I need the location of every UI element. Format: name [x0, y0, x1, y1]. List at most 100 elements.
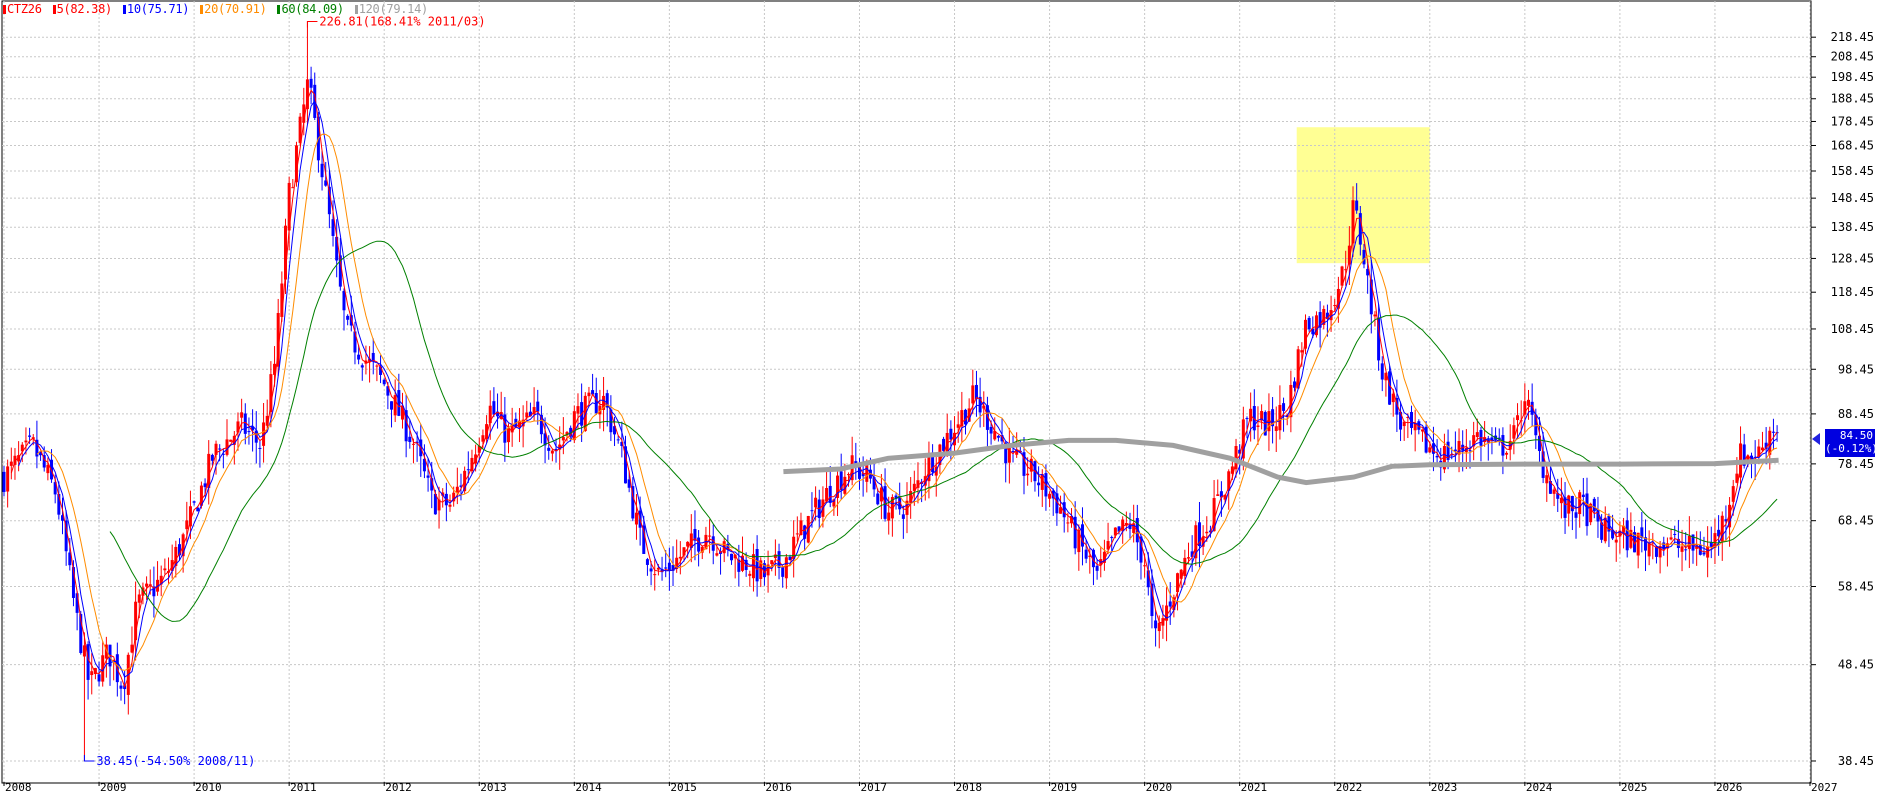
candle-body [963, 409, 967, 425]
candle-body [488, 405, 492, 424]
candle-body [57, 494, 61, 515]
candle-body [682, 547, 686, 556]
y-tick-label: 128.45 [1831, 251, 1874, 265]
candle-body [1197, 522, 1201, 547]
y-tick-label: 148.45 [1831, 191, 1874, 205]
candle-body [1347, 245, 1351, 265]
candle-body [623, 446, 627, 484]
candle-body [1651, 542, 1655, 544]
x-tick-label: 2021 [1241, 781, 1268, 793]
candle-body [594, 393, 598, 414]
candle-body [1424, 426, 1428, 453]
candle-body [64, 520, 68, 552]
candle-body [1289, 384, 1293, 418]
candle-body [1362, 249, 1366, 265]
legend-ma10[interactable]: 10(75.71) [122, 2, 191, 16]
y-tick-label: 68.45 [1838, 514, 1874, 528]
candle-body [177, 544, 181, 556]
candle-body [1139, 536, 1143, 563]
x-tick-label: 2025 [1621, 781, 1648, 793]
candle-body [243, 413, 247, 434]
candle-body [766, 564, 770, 576]
candle-body [1373, 314, 1377, 317]
candle-body [565, 432, 569, 436]
candle-body [1223, 494, 1227, 500]
candle-body [989, 426, 993, 434]
candle-body [649, 568, 653, 572]
candle-body [477, 445, 481, 453]
candle-body [1187, 557, 1191, 559]
candle-body [6, 466, 10, 492]
candle-body [1238, 449, 1242, 454]
candle-body [1658, 546, 1662, 558]
candle-body [1578, 492, 1582, 515]
candle-body [324, 180, 328, 186]
candle-body [276, 313, 280, 367]
candle-body [1271, 409, 1275, 427]
candle-body [13, 455, 17, 465]
candle-body [1329, 310, 1333, 321]
candle-body [1750, 455, 1754, 460]
candle-body [931, 452, 935, 473]
highlight-box [1296, 127, 1430, 264]
legend-ma60-marker [277, 5, 281, 14]
legend-ma20[interactable]: 20(70.91) [200, 2, 268, 16]
candle-body [1190, 551, 1194, 557]
candle-body [777, 551, 781, 568]
ma5-line [10, 89, 1778, 689]
candle-body [1040, 474, 1044, 490]
candle-body [627, 479, 631, 488]
candle-body [985, 405, 989, 430]
candle-body [1369, 279, 1373, 315]
candle-body [1431, 443, 1435, 454]
x-tick-label: 2019 [1051, 781, 1078, 793]
candle-body [1464, 447, 1468, 453]
candle-body [620, 441, 624, 446]
candle-body [1117, 526, 1121, 532]
candle-body [68, 552, 72, 566]
candle-body [847, 474, 851, 476]
candle-body [726, 543, 730, 550]
candle-body [770, 560, 774, 565]
y-tick-label: 158.45 [1831, 164, 1874, 178]
legend-ma5[interactable]: 5(82.38) [52, 2, 114, 16]
candle-body [448, 504, 452, 507]
legend-ma60[interactable]: 60(84.09) [277, 2, 345, 16]
y-tick-label: 198.45 [1831, 70, 1874, 84]
high-annotation-arrow-icon [306, 21, 318, 28]
candle-body [291, 187, 295, 189]
candle-body [1600, 522, 1604, 540]
candle-body [587, 392, 591, 397]
candle-body [1355, 200, 1359, 211]
candle-body [1314, 315, 1318, 336]
candle-body [1654, 546, 1658, 557]
legend-ma120[interactable]: 120(79.14) [354, 2, 430, 16]
candle-body [1574, 512, 1578, 518]
legend-symbol: CTZ26 [3, 2, 44, 16]
candle-body [327, 186, 331, 215]
candle-body [1121, 519, 1125, 532]
candle-body [1051, 490, 1055, 499]
candle-body [145, 583, 149, 587]
candle-body [1717, 529, 1721, 537]
candle-body [748, 573, 752, 576]
candle-body [152, 586, 156, 597]
candle-body [740, 555, 744, 571]
candle-body [1709, 542, 1713, 547]
candle-body [1611, 530, 1615, 539]
candle-body [1442, 446, 1446, 470]
legend-ma120-marker [354, 5, 358, 14]
current-price-badge: 84.50 (-0.12%) [1825, 429, 1877, 457]
x-tick-label: 2020 [1146, 781, 1173, 793]
candle-body [1713, 533, 1717, 548]
candle-body [843, 476, 847, 494]
candle-body [1154, 620, 1158, 629]
candle-body [1548, 481, 1552, 494]
candle-body [1080, 524, 1084, 547]
candle-body [134, 601, 138, 641]
candle-body [861, 473, 865, 477]
candle-body [302, 104, 306, 123]
candle-body [1695, 546, 1699, 549]
